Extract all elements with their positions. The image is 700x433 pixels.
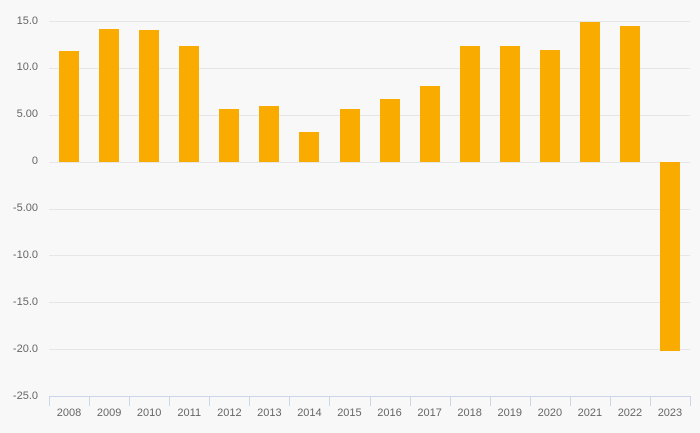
x-axis-tick: [289, 396, 291, 406]
x-axis-label: 2020: [537, 407, 563, 419]
y-gridline: [49, 114, 690, 116]
y-axis-label: -15.0: [12, 295, 38, 308]
bar-2017[interactable]: [419, 85, 440, 162]
y-axis-label: 15.0: [16, 14, 38, 27]
y-axis-label: -10.0: [12, 248, 38, 261]
x-axis-label: 2009: [96, 407, 122, 419]
bar-2021[interactable]: [579, 21, 600, 162]
x-axis-tick: [209, 396, 211, 406]
y-gridline: [49, 349, 690, 351]
x-axis-label: 2013: [257, 407, 282, 419]
bar-2022[interactable]: [619, 25, 640, 162]
bar-2008[interactable]: [59, 51, 79, 162]
x-axis-label: 2018: [457, 407, 482, 419]
x-axis-label: 2014: [297, 407, 322, 419]
x-axis-label: 2008: [56, 407, 82, 419]
bar-2016[interactable]: [379, 98, 400, 162]
y-gridline: [49, 255, 690, 257]
bar-2018[interactable]: [459, 46, 480, 162]
bar-2020[interactable]: [539, 50, 560, 162]
x-axis-label: 2023: [657, 407, 683, 419]
bar-2009[interactable]: [99, 29, 120, 162]
x-axis-label: 2010: [136, 407, 162, 419]
x-axis-tick: [169, 396, 171, 406]
x-axis-tick: [249, 396, 251, 406]
x-axis-tick: [649, 396, 651, 406]
bar-2011[interactable]: [179, 46, 200, 162]
y-gridline: [49, 67, 690, 69]
x-axis-label: 2019: [497, 407, 522, 419]
x-axis-tick: [369, 396, 371, 406]
y-gridline: [49, 161, 690, 163]
bar-2019[interactable]: [499, 46, 520, 162]
x-axis-label: 2016: [377, 407, 402, 419]
x-axis-tick: [609, 396, 611, 406]
x-axis-tick: [449, 396, 451, 406]
x-axis-label: 2022: [617, 407, 643, 419]
x-axis-tick: [129, 396, 131, 406]
x-axis-tick: [409, 396, 411, 406]
x-axis-tick: [569, 396, 571, 406]
y-axis-label: -20.0: [12, 342, 38, 355]
bar-2013[interactable]: [259, 106, 280, 162]
y-gridline: [49, 21, 690, 22]
y-axis-label: -5.00: [12, 202, 38, 214]
x-axis-tick: [529, 396, 531, 406]
y-gridline: [49, 208, 690, 210]
x-axis-tick: [690, 396, 691, 406]
x-axis-tick: [329, 396, 331, 406]
x-axis-label: 2021: [577, 407, 603, 419]
y-gridline: [49, 302, 690, 304]
y-axis-label: 0: [31, 155, 38, 168]
x-axis-tick: [89, 396, 91, 406]
y-axis-label: 5.00: [16, 108, 38, 121]
x-axis-tick: [49, 396, 50, 406]
x-axis-label: 2017: [417, 407, 442, 419]
bar-2023[interactable]: [660, 161, 680, 351]
bar-2012[interactable]: [219, 109, 240, 162]
bar-2014[interactable]: [299, 131, 320, 162]
x-axis-label: 2011: [177, 407, 202, 419]
bar-2015[interactable]: [339, 109, 360, 162]
y-axis-label: -25.0: [12, 389, 38, 402]
y-axis-label: 10.0: [16, 61, 38, 74]
bar-2010[interactable]: [139, 30, 160, 162]
x-axis-label: 2015: [337, 407, 362, 419]
x-axis-tick: [489, 396, 491, 406]
x-axis-label: 2012: [217, 407, 242, 419]
